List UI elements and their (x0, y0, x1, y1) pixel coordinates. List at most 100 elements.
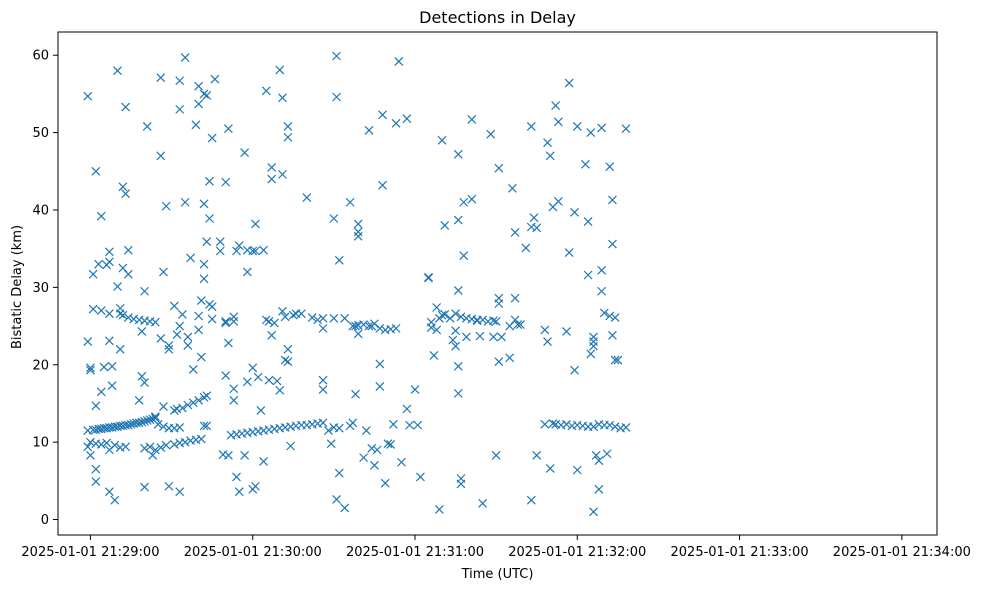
data-point (364, 125, 374, 135)
data-point (134, 418, 144, 428)
data-point (605, 420, 615, 430)
plot-frame (57, 31, 938, 536)
data-point (572, 465, 582, 475)
data-point (334, 255, 344, 265)
data-point (386, 440, 396, 449)
data-point (383, 439, 393, 449)
data-point (456, 312, 466, 322)
data-point (532, 450, 542, 460)
data-point (223, 450, 233, 460)
data-point (461, 332, 471, 342)
data-point (489, 332, 498, 342)
x-tick-label: 2025-01-01 21:32:00 (508, 545, 646, 560)
data-point (459, 251, 469, 261)
data-point (610, 355, 620, 365)
data-point (283, 344, 293, 354)
data-point (621, 423, 631, 432)
data-point (188, 364, 198, 374)
data-point (140, 286, 149, 296)
data-point (261, 86, 271, 96)
data-point (553, 117, 563, 127)
data-point (513, 320, 523, 329)
data-point (375, 323, 385, 333)
data-point (351, 321, 360, 331)
data-point (221, 177, 231, 187)
data-point (583, 217, 593, 227)
data-point (364, 321, 374, 331)
data-point (199, 199, 209, 209)
data-point (104, 336, 114, 346)
x-tick-label: 2025-01-01 21:34:00 (833, 545, 971, 560)
data-point (191, 120, 201, 130)
data-point (434, 505, 444, 514)
data-point (570, 207, 580, 217)
data-point (586, 349, 596, 359)
data-point (169, 301, 179, 311)
data-point (142, 416, 152, 425)
data-point (194, 311, 204, 321)
data-point (370, 460, 379, 470)
data-point (359, 320, 369, 329)
data-point (402, 114, 412, 124)
data-point (353, 219, 363, 229)
data-point (307, 313, 317, 322)
data-point (232, 472, 241, 482)
data-point (223, 124, 233, 134)
data-point (96, 440, 106, 449)
data-point (264, 316, 274, 326)
data-point (115, 309, 125, 319)
data-point (194, 81, 204, 91)
data-point (251, 246, 260, 256)
data-point (453, 149, 463, 159)
data-point (86, 450, 95, 460)
data-point (313, 315, 323, 325)
data-point (153, 419, 163, 429)
data-point (475, 331, 485, 341)
data-point (426, 323, 436, 333)
data-point (242, 267, 252, 277)
data-points (83, 51, 631, 517)
data-point (540, 419, 550, 429)
data-point (597, 286, 607, 296)
data-point (286, 441, 296, 451)
data-point (329, 313, 339, 323)
data-point (526, 495, 536, 505)
data-point (121, 442, 131, 452)
data-point (194, 99, 204, 109)
data-point (183, 332, 193, 342)
data-point (199, 259, 209, 269)
data-point (91, 401, 101, 411)
data-point (318, 385, 328, 394)
data-point (605, 162, 615, 172)
data-point (318, 313, 328, 323)
data-point (610, 313, 620, 322)
data-point (188, 398, 198, 408)
data-point (86, 437, 95, 447)
data-point (172, 330, 182, 339)
data-point (405, 420, 415, 430)
data-point (332, 51, 341, 61)
data-point (248, 246, 258, 256)
data-point (110, 495, 120, 505)
data-point (251, 219, 260, 229)
data-point (451, 309, 461, 319)
data-point (196, 434, 206, 444)
data-point (334, 468, 344, 478)
data-point (150, 445, 160, 455)
data-point (123, 420, 133, 430)
data-point (608, 239, 617, 249)
data-point (126, 419, 136, 429)
chart-title: Detections in Delay (419, 8, 576, 27)
axis-ticks: 2025-01-01 21:29:00 2025-01-01 21:30:00 20… (21, 49, 970, 560)
data-point (164, 481, 174, 491)
data-point (467, 194, 477, 204)
data-point (180, 53, 190, 62)
data-point (113, 282, 122, 292)
data-point (175, 487, 185, 497)
data-point (397, 457, 406, 467)
data-point (118, 310, 128, 320)
data-point (437, 310, 447, 320)
data-point (451, 341, 461, 351)
y-tick-label: 50 (32, 126, 49, 141)
